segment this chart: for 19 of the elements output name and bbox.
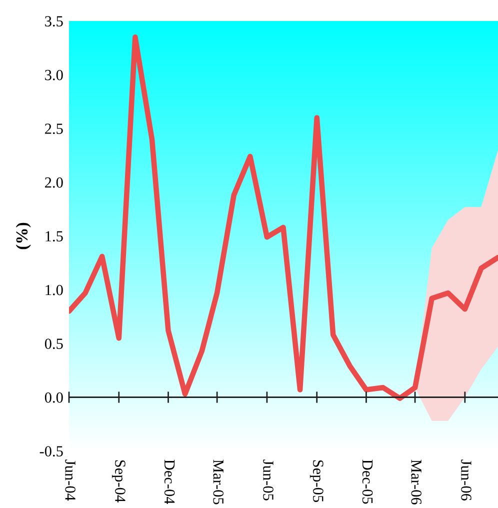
y-axis-title: (%): [16, 222, 31, 250]
y-tick-label: 3.0: [45, 70, 63, 80]
x-tick-label: Jun-05: [263, 460, 274, 500]
y-tick-label: 2.5: [45, 124, 63, 134]
x-tick-label: Jun-06: [461, 460, 472, 500]
y-tick-label: -0.5: [40, 446, 63, 457]
x-tick-label: Sep-04: [112, 460, 126, 502]
y-tick-label: 3.5: [45, 16, 63, 27]
x-tick-label: Mar-05: [213, 460, 224, 504]
y-tick-label: 0.5: [44, 338, 63, 350]
x-tick-label: Jun-04: [65, 460, 76, 501]
y-tick-label: 0.0: [44, 392, 63, 403]
y-tick-label: 2.0: [45, 177, 63, 188]
y-tick-label: 1.0: [46, 284, 63, 296]
x-tick-label: Mar-06: [411, 460, 422, 504]
x-tick-label: Dec-04: [164, 460, 175, 504]
x-tick-label: Dec-05: [362, 460, 373, 504]
y-tick-label: 1.5: [46, 231, 63, 242]
x-tick-label: Sep-05: [310, 460, 324, 502]
